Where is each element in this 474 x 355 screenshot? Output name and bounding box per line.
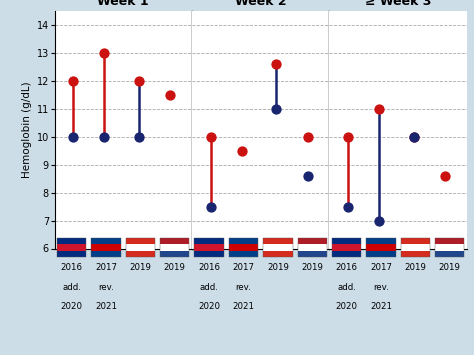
Text: 2016: 2016 [61,263,82,272]
Text: 2019: 2019 [301,263,323,272]
Text: 2019: 2019 [129,263,151,272]
Point [304,173,311,179]
Point [345,134,352,140]
Text: 2019: 2019 [404,263,426,272]
Text: 2016: 2016 [336,263,357,272]
Point [135,134,143,140]
Point [345,204,352,209]
Point [238,148,246,153]
Text: rev.: rev. [373,283,389,291]
Point [100,50,108,55]
Text: 2019: 2019 [267,263,289,272]
Point [304,134,311,140]
Text: 2020: 2020 [61,302,82,311]
Point [410,134,418,140]
Point [375,218,383,223]
Text: 2021: 2021 [233,302,255,311]
Text: add.: add. [200,283,219,291]
Text: rev.: rev. [98,283,114,291]
Point [441,173,449,179]
Text: add.: add. [62,283,81,291]
Text: 2020: 2020 [198,302,220,311]
Text: 2017: 2017 [95,263,117,272]
Point [70,134,77,140]
Point [100,134,108,140]
Text: 2021: 2021 [370,302,392,311]
Point [207,134,215,140]
Y-axis label: Hemoglobin (g/dL): Hemoglobin (g/dL) [22,81,32,178]
Point [375,106,383,111]
Title: ≥ Week 3: ≥ Week 3 [365,0,431,8]
Text: add.: add. [337,283,356,291]
Point [207,204,215,209]
Point [273,106,280,111]
Point [135,78,143,83]
Text: 2021: 2021 [95,302,117,311]
Point [166,92,174,97]
Point [410,134,418,140]
Text: 2020: 2020 [336,302,357,311]
Text: rev.: rev. [236,283,251,291]
Text: 2017: 2017 [370,263,392,272]
Title: Week 2: Week 2 [235,0,286,8]
Text: 2017: 2017 [233,263,255,272]
Title: Week 1: Week 1 [98,0,149,8]
Text: 2016: 2016 [198,263,220,272]
Text: 2019: 2019 [164,263,186,272]
Point [273,61,280,67]
Text: 2019: 2019 [439,263,461,272]
Point [70,78,77,83]
